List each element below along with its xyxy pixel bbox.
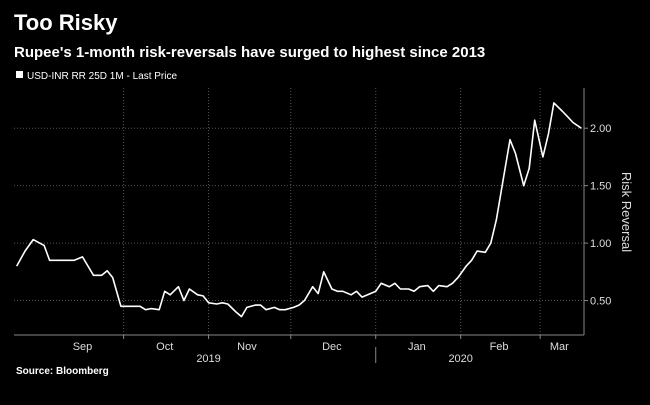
x-tick-label: Sep (73, 341, 93, 353)
legend-swatch (16, 71, 23, 78)
y-tick-label: 1.00 (590, 238, 611, 250)
x-tick-label: Jan (408, 341, 426, 353)
legend: USD-INR RR 25D 1M - Last Price (16, 71, 177, 82)
x-tick-label: Oct (156, 341, 173, 353)
y-tick-label: 0.50 (590, 296, 611, 308)
series-layer (16, 102, 582, 318)
source-note: Source: Bloomberg (16, 366, 109, 377)
y-tick-label: 1.50 (590, 181, 611, 193)
year-label: 2019 (196, 353, 220, 365)
year-label: 2020 (448, 353, 472, 365)
series-line (16, 102, 582, 318)
chart-title: Too Risky (14, 10, 118, 35)
x-tick-label: Mar (550, 341, 569, 353)
y-tick-label: 2.00 (590, 123, 611, 135)
x-tick-label: Feb (490, 341, 509, 353)
y-axis-label: Risk Reversal (619, 172, 634, 252)
legend-label: USD-INR RR 25D 1M - Last Price (27, 71, 177, 82)
chart-subtitle: Rupee's 1-month risk-reversals have surg… (14, 44, 485, 61)
x-tick-label: Nov (237, 341, 257, 353)
grid-layer (14, 88, 584, 335)
x-tick-label: Dec (322, 341, 342, 353)
axis-layer: 0.50 1.00 1.50 2.00 Sep Oct Nov Dec Jan Feb Mar 201… (14, 88, 611, 365)
